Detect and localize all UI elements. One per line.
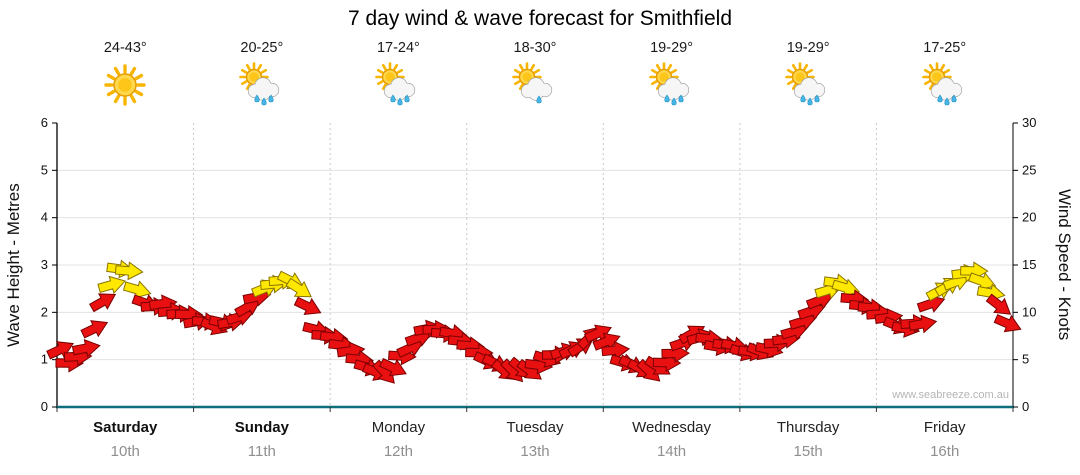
wind-arrow xyxy=(89,293,117,313)
temp-range: 19-29° xyxy=(650,40,693,56)
wind-arrow xyxy=(985,293,1012,315)
right-axis-label: Wind Speed - Knots xyxy=(1055,189,1074,341)
wind-arrow xyxy=(293,296,322,316)
wind-arrow xyxy=(114,261,144,281)
wind-arrow xyxy=(908,314,938,334)
wind-arrow xyxy=(71,338,101,358)
right-tick-label: 20 xyxy=(1022,210,1036,225)
wind-arrow xyxy=(285,277,312,298)
left-tick-label: 2 xyxy=(41,304,48,319)
day-name: Thursday xyxy=(776,419,840,436)
temp-range: 18-30° xyxy=(513,40,557,56)
day-name: Tuesday xyxy=(506,419,564,436)
right-tick-label: 10 xyxy=(1022,304,1036,319)
day-date: 11th xyxy=(247,443,276,460)
weather-icon-sun-cloud-rain xyxy=(372,62,424,113)
watermark: www.seabreeze.com.au xyxy=(892,389,1009,401)
wind-arrow xyxy=(379,357,407,377)
gridlines xyxy=(57,123,1013,407)
temp-range: 24-43° xyxy=(103,40,147,56)
right-tick-label: 15 xyxy=(1022,257,1036,272)
weather-icon-sun-cloud-rain xyxy=(236,62,288,113)
right-tick-label: 0 xyxy=(1022,399,1029,414)
day-name: Sunday xyxy=(234,419,289,436)
page-title: 7 day wind & wave forecast for Smithfiel… xyxy=(347,7,732,30)
right-tick-label: 25 xyxy=(1022,162,1036,177)
wind-arrow xyxy=(97,275,127,295)
wind-arrow xyxy=(993,314,1022,333)
wind-arrow-series xyxy=(46,259,1022,384)
left-tick-label: 4 xyxy=(41,210,48,225)
weather-icon-sun-cloud-rain xyxy=(919,62,971,113)
temp-range: 20-25° xyxy=(240,40,284,56)
weather-icon-sun-cloud-drizzle xyxy=(509,62,561,113)
left-tick-label: 3 xyxy=(41,257,48,272)
day-date: 15th xyxy=(793,443,823,460)
weather-icon-sun-cloud-rain xyxy=(646,62,698,113)
left-tick-label: 0 xyxy=(41,399,48,414)
left-tick-label: 5 xyxy=(41,162,48,177)
wind-arrow xyxy=(46,341,74,360)
right-tick-label: 5 xyxy=(1022,352,1029,367)
day-name: Friday xyxy=(923,419,966,436)
wind-arrow xyxy=(336,341,366,361)
day-name: Monday xyxy=(371,419,426,436)
day-date: 13th xyxy=(520,443,550,460)
weather-icon-sun-cloud-rain xyxy=(782,62,834,113)
wind-arrow xyxy=(122,280,152,299)
right-tick-label: 30 xyxy=(1022,115,1036,130)
temp-range: 17-25° xyxy=(923,40,967,56)
left-tick-label: 6 xyxy=(41,115,48,130)
left-tick-label: 1 xyxy=(41,352,48,367)
day-date: 14th xyxy=(656,443,687,460)
temp-range: 19-29° xyxy=(786,40,830,56)
day-name: Saturday xyxy=(93,419,158,436)
day-date: 16th xyxy=(930,443,960,460)
temp-range: 17-24° xyxy=(376,40,420,56)
wind-arrow xyxy=(960,261,989,281)
wind-arrow xyxy=(601,340,631,360)
day-date: 10th xyxy=(110,443,140,460)
day-name: Wednesday xyxy=(632,419,712,436)
axis-ticks: 0 1 2 3 4 5 6 0 5 10 15 20 25 30 xyxy=(41,115,1037,414)
weather-icon-sun xyxy=(99,62,151,113)
day-date: 12th xyxy=(383,443,414,460)
wind-arrow xyxy=(80,320,109,339)
